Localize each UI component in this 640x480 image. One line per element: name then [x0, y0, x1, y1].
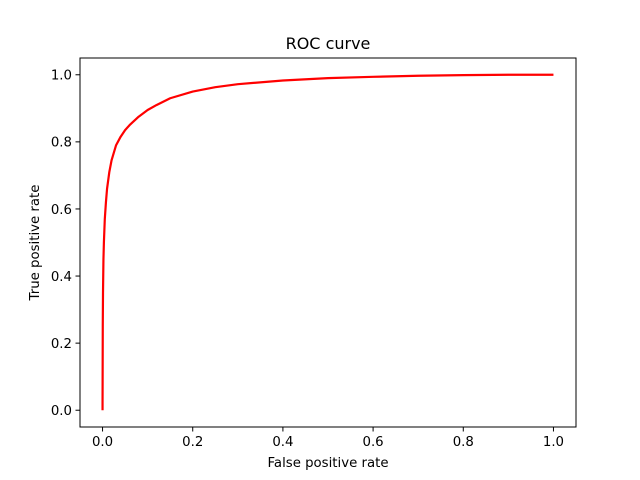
x-tick-label: 0.6 [363, 435, 384, 450]
x-tick-label: 0.8 [453, 435, 474, 450]
y-tick-label: 0.4 [51, 270, 72, 285]
roc-curve-line [101, 73, 554, 411]
chart-title: ROC curve [286, 34, 371, 53]
y-tick-label: 0.6 [51, 203, 72, 218]
y-axis-label: True positive rate [28, 185, 43, 302]
curve-layer [101, 73, 554, 411]
plot-frame [79, 57, 577, 428]
x-axis-label: False positive rate [268, 456, 389, 471]
plot-area [80, 58, 576, 427]
x-tick-label: 0.0 [92, 435, 113, 450]
y-tick-label: 0.0 [51, 404, 72, 419]
x-tick-label: 0.4 [272, 435, 293, 450]
y-tick-label: 0.8 [51, 136, 72, 151]
y-axis: 0.0 0.2 0.4 0.6 0.8 1.0 [51, 69, 80, 419]
y-tick-label: 1.0 [51, 69, 72, 84]
y-tick-label: 0.2 [51, 337, 72, 352]
x-axis: 0.0 0.2 0.4 0.6 0.8 1.0 [92, 427, 564, 450]
x-tick-label: 1.0 [543, 435, 564, 450]
x-tick-label: 0.2 [182, 435, 203, 450]
